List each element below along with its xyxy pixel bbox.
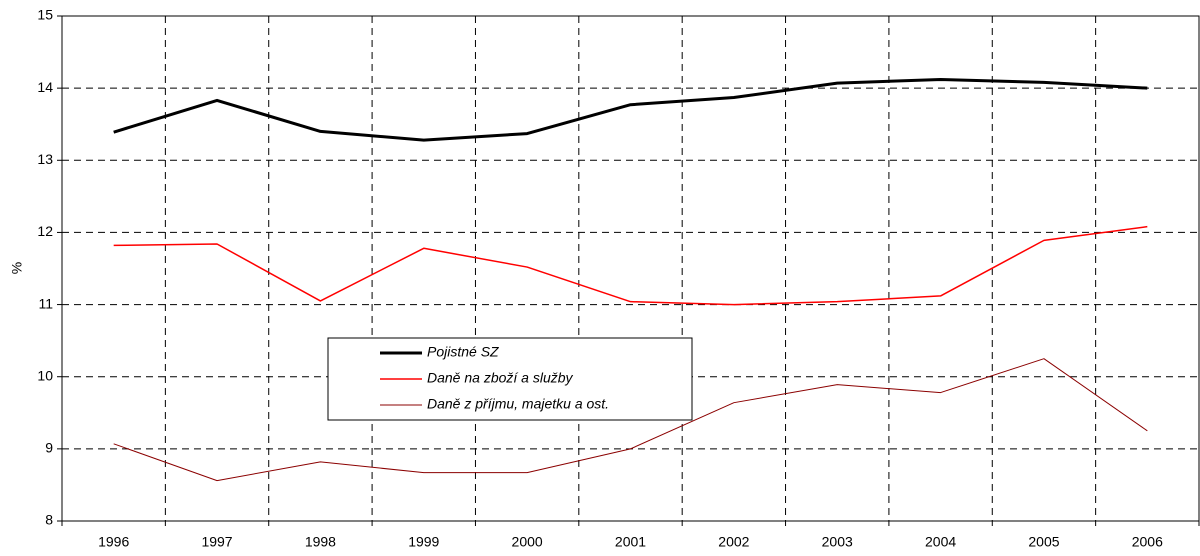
- x-tick-label: 1999: [408, 534, 439, 550]
- plot-frame: [61, 15, 1200, 522]
- x-tick-label: 2003: [822, 534, 853, 550]
- x-tick-label: 2004: [925, 534, 956, 550]
- legend-label: Pojistné SZ: [427, 344, 499, 360]
- series-line: [113, 225, 1148, 306]
- y-tick-label: 11: [38, 295, 53, 311]
- legend: Pojistné SZ Daně na zboží a služby Daně z …: [327, 337, 693, 421]
- x-tick-label: 1996: [98, 534, 129, 550]
- y-tick-label: 8: [45, 512, 53, 528]
- y-tick-label: 9: [45, 440, 53, 456]
- y-tick-label: 15: [37, 7, 53, 23]
- y-axis-label: %: [9, 262, 25, 274]
- series-line: [113, 77, 1148, 142]
- y-tick-label: 13: [37, 151, 53, 167]
- x-tick-label: 2002: [718, 534, 749, 550]
- x-tick-label: 1998: [305, 534, 336, 550]
- y-tick-label: 10: [37, 367, 53, 383]
- x-tick-label: 2006: [1132, 534, 1163, 550]
- x-tick-label: 2001: [615, 534, 646, 550]
- x-tick-label: 2000: [512, 534, 543, 550]
- y-tick-label: 12: [37, 223, 53, 239]
- x-tick-label: 2005: [1028, 534, 1059, 550]
- y-tick-label: 14: [37, 79, 53, 95]
- series-line: [113, 358, 1148, 482]
- legend-label: Daně na zboží a služby: [427, 370, 574, 386]
- legend-label: Daně z příjmu, majetku a ost.: [427, 396, 609, 412]
- x-tick-label: 1997: [201, 534, 232, 550]
